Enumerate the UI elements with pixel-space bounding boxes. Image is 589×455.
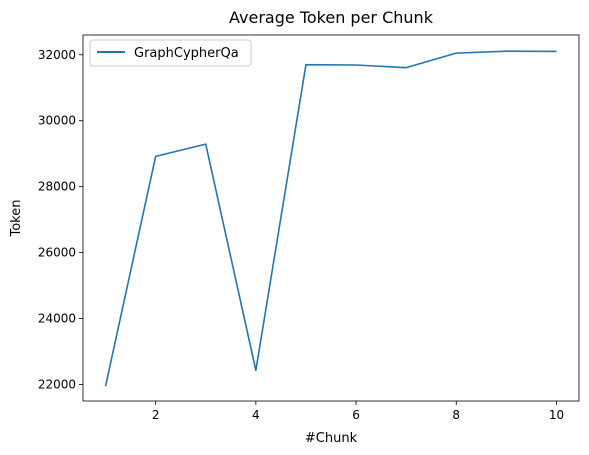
legend: GraphCypherQa xyxy=(89,39,252,67)
y-tick-label: 26000 xyxy=(38,246,76,260)
x-tick-label: 4 xyxy=(252,408,260,422)
y-tick-label: 24000 xyxy=(38,312,76,326)
y-tick-label: 28000 xyxy=(38,180,76,194)
y-tick-label: 30000 xyxy=(38,114,76,128)
y-tick-label: 22000 xyxy=(38,378,76,392)
x-axis-ticks: 2 4 6 8 10 xyxy=(152,401,564,422)
y-tick-label: 32000 xyxy=(38,48,76,62)
plot-frame xyxy=(82,34,580,402)
x-tick-label: 8 xyxy=(452,408,460,422)
y-axis-ticks: 22000 24000 26000 28000 30000 32000 xyxy=(38,48,83,392)
x-axis-label: #Chunk xyxy=(305,431,358,446)
x-tick-label: 6 xyxy=(352,408,360,422)
legend-box xyxy=(89,39,252,67)
legend-label: GraphCypherQa xyxy=(134,46,239,61)
series-line xyxy=(104,50,557,387)
chart-title: Average Token per Chunk xyxy=(229,8,434,27)
y-axis-label: Token xyxy=(9,200,24,238)
x-tick-label: 2 xyxy=(152,408,160,422)
x-tick-label: 10 xyxy=(549,408,564,422)
series-layer xyxy=(104,50,557,387)
plot-area xyxy=(83,35,579,401)
